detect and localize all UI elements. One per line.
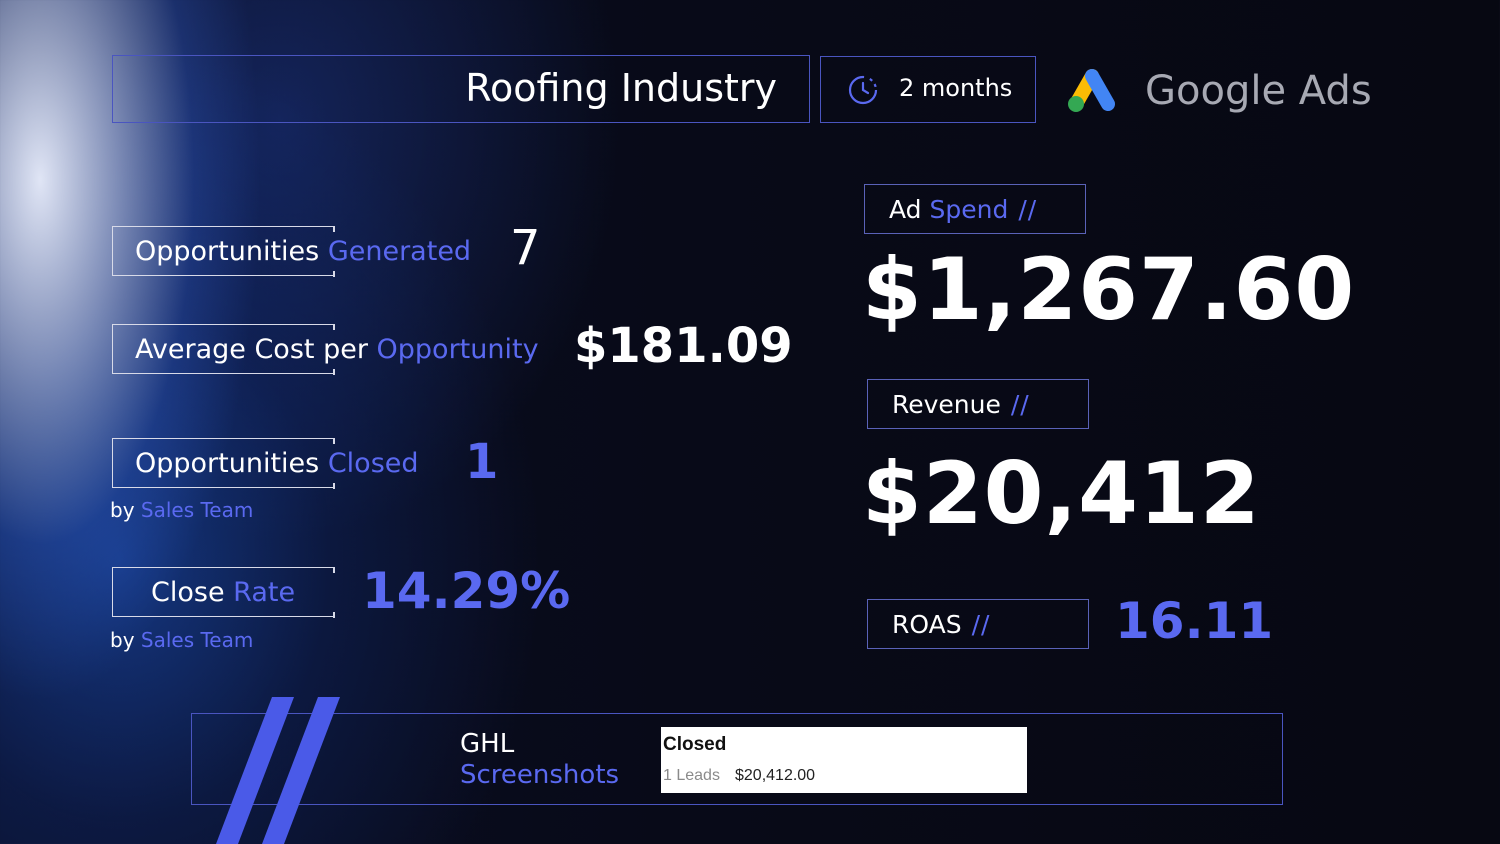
- screenshots-label: Screenshots: [460, 760, 620, 790]
- ad-spend-value: $1,267.60: [862, 240, 1356, 340]
- label-text: Average Cost: [135, 333, 315, 365]
- label-text: Opportunities: [135, 447, 320, 479]
- decorative-slashes-icon: [210, 697, 350, 844]
- team-name: Sales Team: [140, 498, 254, 522]
- roas-value: 16.11: [1115, 592, 1274, 650]
- label-text: Revenue: [892, 389, 1001, 419]
- card-title: Closed: [663, 734, 727, 755]
- clock-icon: [847, 74, 879, 106]
- label-text: Close: [151, 576, 225, 608]
- ghl-screenshot-card: Closed 1 Leads $20,412.00: [661, 727, 1027, 793]
- team-name: Sales Team: [140, 628, 254, 652]
- by-text: by: [110, 498, 135, 522]
- page-title: Roofing Industry: [465, 66, 777, 110]
- duration-label: 2 months: [899, 74, 1013, 102]
- slashes-icon: //: [1010, 389, 1030, 419]
- opportunities-closed-value: 1: [465, 434, 499, 490]
- card-amount: $20,412.00: [735, 767, 816, 784]
- avg-cost-label: Average Cost per Opportunity: [112, 323, 539, 375]
- label-text: ROAS: [892, 609, 962, 639]
- label-text: Opportunities: [135, 235, 320, 267]
- label-accent: Opportunity: [376, 333, 539, 365]
- card-leads: 1 Leads: [663, 767, 720, 784]
- slashes-icon: //: [971, 609, 991, 639]
- title-box: Roofing Industry: [112, 55, 810, 123]
- roas-label: ROAS //: [867, 599, 1089, 649]
- opportunities-generated-label: Opportunities Generated: [112, 225, 471, 277]
- duration-box: 2 months: [820, 56, 1036, 123]
- ghl-label: GHL: [460, 729, 515, 759]
- google-ads-logo-icon: [1064, 64, 1124, 116]
- label-accent: Closed: [327, 447, 419, 479]
- opportunities-generated-value: 7: [510, 220, 541, 276]
- by-text: by: [110, 628, 135, 652]
- label-accent: Rate: [233, 576, 296, 608]
- close-rate-by-team: by Sales Team: [110, 628, 253, 652]
- label-text: Ad: [889, 194, 922, 224]
- revenue-label: Revenue //: [867, 379, 1089, 429]
- avg-cost-value: $181.09: [574, 318, 793, 374]
- brand-name: Google Ads: [1145, 68, 1372, 114]
- close-rate-value: 14.29%: [362, 562, 571, 620]
- close-rate-label: Close Rate: [112, 566, 335, 618]
- opportunities-closed-label: Opportunities Closed: [112, 437, 419, 489]
- slashes-icon: //: [1018, 194, 1038, 224]
- label-accent: Generated: [327, 235, 472, 267]
- label-accent: Spend: [929, 194, 1009, 224]
- ghl-screenshots-panel: [191, 713, 1283, 805]
- ad-spend-label: Ad Spend //: [864, 184, 1086, 234]
- closed-by-team: by Sales Team: [110, 498, 253, 522]
- revenue-value: $20,412: [862, 444, 1261, 544]
- label-mid: per: [323, 333, 368, 365]
